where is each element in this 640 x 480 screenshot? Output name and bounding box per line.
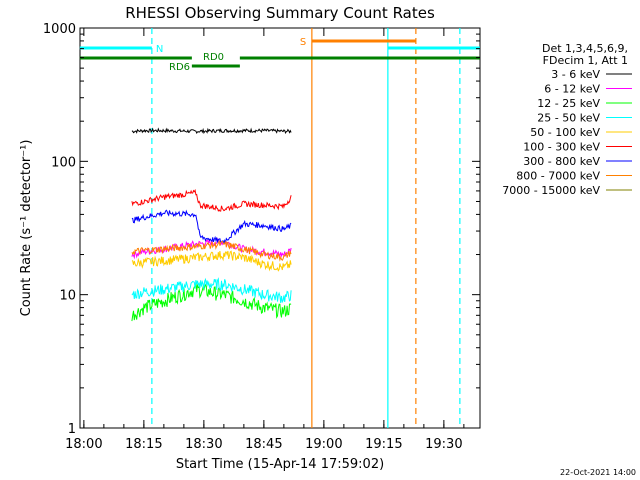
x-tick-label: 18:30 <box>185 437 222 452</box>
legend-header: Det 1,3,4,5,6,9, <box>542 42 628 55</box>
y-axis-label: Count Rate (s⁻¹ detector⁻¹) <box>19 140 34 317</box>
series-line <box>131 188 292 212</box>
flag-bar-label: RD6 <box>169 62 190 73</box>
legend-entry-label: 50 - 100 keV <box>530 126 600 139</box>
series-line <box>131 283 292 322</box>
series-line <box>131 209 292 246</box>
y-tick-label: 1 <box>68 422 76 437</box>
legend-entry-label: 6 - 12 keV <box>544 83 600 96</box>
legend-entry-label: 3 - 6 keV <box>551 68 600 81</box>
chart-title: RHESSI Observing Summary Count Rates <box>125 4 435 22</box>
x-axis-ticks: 18:00 18:15 18:30 18:45 19:00 19:15 19:30 <box>65 28 465 452</box>
series-line <box>131 127 292 135</box>
y-axis-ticks: 1 10 100 1000 <box>43 22 480 437</box>
x-tick-label: 19:30 <box>425 437 462 452</box>
x-axis-label: Start Time (15-Apr-14 17:59:02) <box>176 457 384 472</box>
flag-bar-label: S <box>300 37 306 48</box>
series-lines <box>131 127 292 322</box>
y-tick-label: 1000 <box>43 22 76 37</box>
x-tick-label: 19:15 <box>365 437 402 452</box>
marker-lines <box>151 28 461 428</box>
series-line <box>131 250 292 272</box>
flag-bar-label: N <box>156 44 163 55</box>
series-line <box>131 277 292 304</box>
flag-bar-label: RD0 <box>203 52 224 63</box>
y-tick-label: 10 <box>59 289 76 304</box>
plot-frame <box>79 27 481 429</box>
series-line <box>131 239 292 262</box>
legend-header: FDecim 1, Att 1 <box>543 54 628 67</box>
legend-entry-label: 300 - 800 keV <box>523 155 600 168</box>
x-tick-label: 18:15 <box>125 437 162 452</box>
x-tick-label: 18:45 <box>245 437 282 452</box>
legend-entry-label: 25 - 50 keV <box>537 112 600 125</box>
flag-bars: N S RD0 RD6 <box>79 37 480 73</box>
x-tick-label: 19:00 <box>305 437 342 452</box>
y-tick-label: 100 <box>51 155 76 170</box>
legend: Det 1,3,4,5,6,9,FDecim 1, Att 13 - 6 keV… <box>502 42 632 197</box>
x-tick-label: 18:00 <box>65 437 102 452</box>
legend-entry-label: 800 - 7000 keV <box>516 170 600 183</box>
legend-entry-label: 100 - 300 keV <box>523 141 600 154</box>
date-stamp: 22-Oct-2021 14:00 <box>560 468 636 477</box>
legend-entry-label: 7000 - 15000 keV <box>502 184 600 197</box>
legend-entry-label: 12 - 25 keV <box>537 97 600 110</box>
